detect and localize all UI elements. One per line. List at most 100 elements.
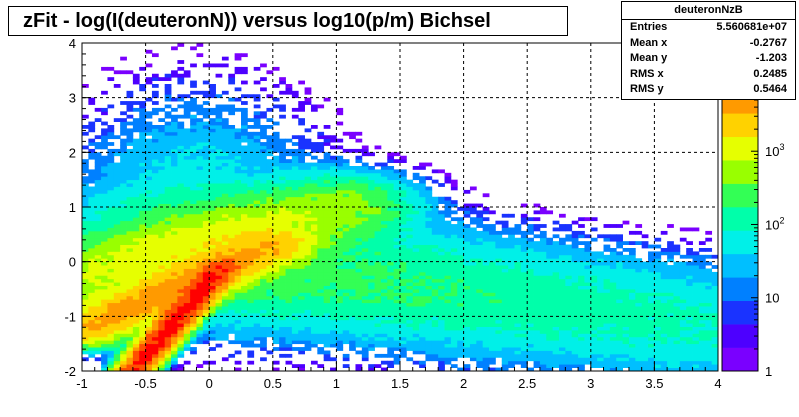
heatmap-cell <box>444 196 452 201</box>
heatmap-cell <box>279 309 286 314</box>
heatmap-cell <box>310 155 318 160</box>
heatmap-cell <box>616 367 623 372</box>
heatmap-cell <box>419 189 426 194</box>
heatmap-cell <box>228 244 236 249</box>
heatmap-cell <box>469 289 477 293</box>
heatmap-cell <box>94 251 102 256</box>
heatmap-cell <box>546 357 554 362</box>
heatmap-cell <box>132 282 140 286</box>
heatmap-cell <box>202 323 210 327</box>
heatmap-cell <box>406 347 414 351</box>
heatmap-cell <box>177 248 185 252</box>
heatmap-cell <box>228 248 236 252</box>
heatmap-cell <box>597 278 604 283</box>
heatmap-cell <box>342 319 350 324</box>
heatmap-cell <box>126 107 134 112</box>
heatmap-cell <box>177 258 185 263</box>
heatmap-cell <box>330 169 337 174</box>
heatmap-cell <box>342 193 350 198</box>
heatmap-cell <box>241 265 248 269</box>
heatmap-cell <box>565 306 573 310</box>
heatmap-cell <box>380 248 388 252</box>
heatmap-cell <box>368 309 375 314</box>
heatmap-cell <box>234 241 242 245</box>
heatmap-cell <box>253 268 261 273</box>
heatmap-cell <box>495 278 503 283</box>
heatmap-cell <box>412 241 420 245</box>
heatmap-cell <box>272 347 280 351</box>
heatmap-cell <box>241 111 248 116</box>
heatmap-cell <box>342 189 350 194</box>
heatmap-cell <box>247 193 255 198</box>
heatmap-cell <box>145 295 153 300</box>
heatmap-cell <box>228 271 236 276</box>
heatmap-cell <box>177 162 185 167</box>
heatmap-cell <box>202 210 210 215</box>
heatmap-cell <box>406 278 414 283</box>
heatmap-cell <box>164 316 172 321</box>
heatmap-cell <box>514 295 522 300</box>
heatmap-cell <box>590 265 598 269</box>
heatmap-cell <box>571 353 579 358</box>
heatmap-cell <box>183 333 191 338</box>
heatmap-cell <box>374 183 382 187</box>
heatmap-cell <box>444 306 452 310</box>
heatmap-cell <box>578 302 585 307</box>
heatmap-cell <box>527 244 534 249</box>
heatmap-cell <box>171 251 178 256</box>
heatmap-cell <box>247 306 255 310</box>
heatmap-cell <box>609 224 617 228</box>
heatmap-cell <box>310 360 318 365</box>
heatmap-cell <box>298 285 305 290</box>
heatmap-cell <box>215 159 223 163</box>
heatmap-cell <box>177 364 185 368</box>
heatmap-cell <box>101 213 108 218</box>
heatmap-cell <box>380 289 388 293</box>
heatmap-cell <box>489 360 496 365</box>
heatmap-cell <box>247 183 255 187</box>
heatmap-cell <box>310 142 318 146</box>
heatmap-cell <box>361 210 369 215</box>
heatmap-cell <box>151 312 159 317</box>
heatmap-cell <box>107 207 115 211</box>
heatmap-cell <box>171 166 178 170</box>
heatmap-cell <box>291 306 299 310</box>
heatmap-cell <box>151 148 159 153</box>
heatmap-cell <box>539 326 547 331</box>
heatmap-cell <box>183 251 191 256</box>
heatmap-cell <box>234 261 242 266</box>
heatmap-cell <box>202 114 210 119</box>
heatmap-cell <box>241 251 248 256</box>
heatmap-cell <box>260 200 267 204</box>
heatmap-cell <box>361 193 369 198</box>
heatmap-cell <box>450 217 458 222</box>
heatmap-cell <box>336 251 344 256</box>
heatmap-cell <box>400 306 407 310</box>
heatmap-cell <box>101 333 108 338</box>
heatmap-cell <box>139 121 146 126</box>
heatmap-cell <box>476 353 484 358</box>
heatmap-cell <box>508 319 515 324</box>
heatmap-cell <box>82 244 89 249</box>
heatmap-cell <box>546 336 554 341</box>
heatmap-cell <box>190 336 197 341</box>
heatmap-cell <box>253 97 261 102</box>
heatmap-cell <box>609 326 617 331</box>
heatmap-cell <box>183 189 191 194</box>
heatmap-cell <box>495 350 503 355</box>
heatmap-cell <box>336 254 344 259</box>
heatmap-cell <box>126 312 134 317</box>
heatmap-cell <box>164 312 172 317</box>
heatmap-cell <box>183 278 191 283</box>
heatmap-cell <box>431 261 439 266</box>
heatmap-cell <box>228 312 236 317</box>
heatmap-cell <box>400 258 407 263</box>
heatmap-cell <box>190 292 197 297</box>
heatmap-cell <box>215 343 223 348</box>
heatmap-cell <box>177 148 185 153</box>
heatmap-cell <box>139 244 146 249</box>
heatmap-cell <box>425 162 433 167</box>
heatmap-cell <box>113 347 121 351</box>
heatmap-cell <box>508 323 515 327</box>
heatmap-cell <box>489 306 496 310</box>
